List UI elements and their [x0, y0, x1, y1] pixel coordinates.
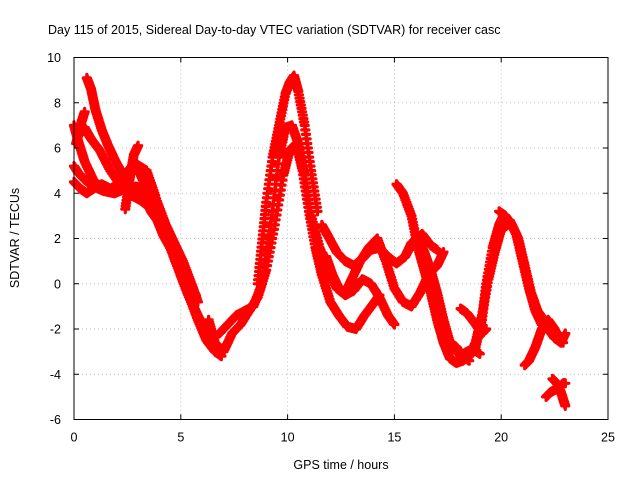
- series-sat-16: [444, 337, 475, 366]
- chart-title: Day 115 of 2015, Sidereal Day-to-day VTE…: [48, 23, 501, 37]
- y-tick-label: -6: [50, 413, 61, 427]
- y-tick-label: 6: [54, 142, 61, 156]
- x-tick-label: 25: [601, 431, 615, 445]
- x-tick-label: 20: [494, 431, 508, 445]
- x-tick-label: 10: [281, 431, 295, 445]
- series-sat-20: [519, 314, 567, 371]
- x-tick-label: 15: [387, 431, 401, 445]
- y-tick-label: 8: [54, 96, 61, 110]
- series-sat-19: [504, 215, 571, 348]
- x-tick-label: 5: [177, 431, 184, 445]
- series-sat-6: [71, 106, 90, 149]
- series-sat-7: [120, 140, 144, 215]
- y-tick-label: 10: [47, 51, 61, 65]
- x-tick-label: 0: [71, 431, 78, 445]
- y-tick-label: 4: [54, 187, 61, 201]
- series-sat-10: [252, 70, 323, 289]
- x-axis-label: GPS time / hours: [293, 458, 388, 472]
- y-tick-label: 0: [54, 277, 61, 291]
- series-layer: [68, 70, 571, 411]
- y-tick-label: -2: [50, 323, 61, 337]
- y-tick-label: -4: [50, 368, 61, 382]
- y-tick-label: 2: [54, 232, 61, 246]
- series-sat-17: [455, 303, 492, 339]
- y-axis-label: SDTVAR / TECUs: [8, 188, 22, 288]
- tick-layer: 0 5 10 15 20 25 -6 -4 -2 0 2 4 6 8 10: [47, 51, 615, 445]
- series-sat-22: [547, 373, 571, 411]
